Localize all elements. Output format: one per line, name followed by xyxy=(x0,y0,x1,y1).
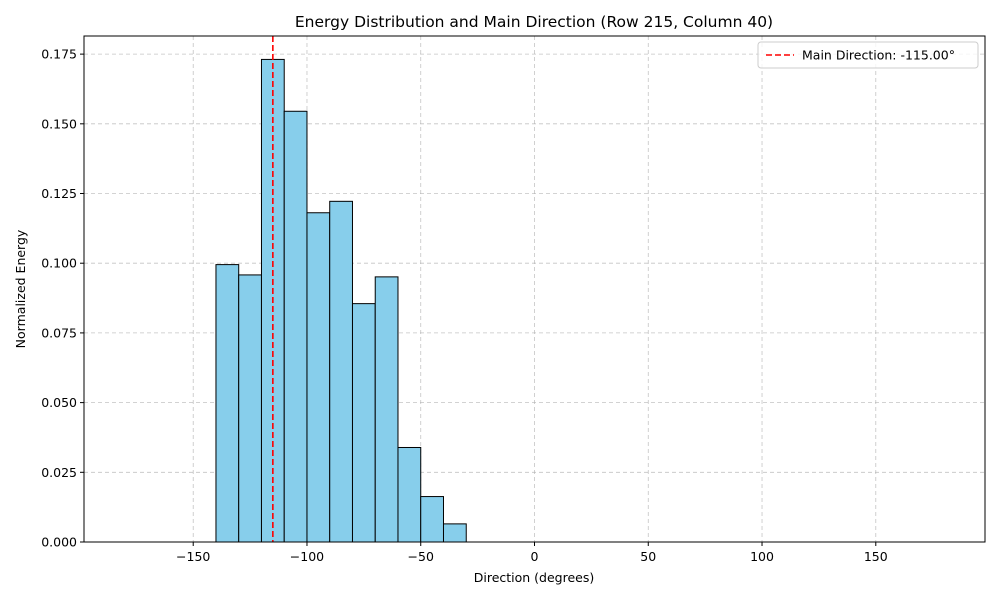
y-tick-label-0: 0.000 xyxy=(41,535,77,550)
y-tick-label-2: 0.050 xyxy=(41,395,77,410)
y-axis-label: Normalized Energy xyxy=(13,229,28,348)
y-tick-label-3: 0.075 xyxy=(41,325,77,340)
y-tick-label-5: 0.125 xyxy=(41,186,77,201)
chart-title: Energy Distribution and Main Direction (… xyxy=(295,13,773,31)
x-axis-label: Direction (degrees) xyxy=(474,570,595,585)
histogram-bars xyxy=(215,58,467,543)
x-tick-label-6: 150 xyxy=(864,549,888,564)
y-tick-label-6: 0.150 xyxy=(41,116,77,131)
y-tick-label-7: 0.175 xyxy=(41,47,77,62)
x-tick-label-1: −100 xyxy=(290,549,324,564)
histogram-bar-9 xyxy=(329,200,353,543)
legend-label-main-direction: Main Direction: -115.00° xyxy=(802,48,955,63)
legend: Main Direction: -115.00° xyxy=(757,41,979,69)
histogram-bar-8 xyxy=(306,212,331,543)
x-tick-label-4: 50 xyxy=(640,549,656,564)
histogram-bar-13 xyxy=(420,496,444,543)
x-tick-label-2: −50 xyxy=(408,549,434,564)
legend-box xyxy=(757,41,979,69)
histogram-bar-4 xyxy=(215,264,240,543)
histogram-bar-11 xyxy=(374,276,399,543)
histogram-bar-10 xyxy=(351,303,376,543)
ticks: −150 −100 −50 0 50 100 150 0.000 0.025 0.050 0.075… xyxy=(41,47,888,564)
histogram-bar-12 xyxy=(397,446,422,543)
y-tick-label-4: 0.100 xyxy=(41,256,77,271)
histogram-bar-5 xyxy=(238,274,262,543)
x-tick-label-0: −150 xyxy=(176,549,210,564)
x-tick-label-5: 100 xyxy=(750,549,774,564)
histogram-bar-14 xyxy=(442,523,467,543)
histogram-bar-7 xyxy=(283,110,308,543)
x-tick-label-3: 0 xyxy=(531,549,539,564)
y-tick-label-1: 0.025 xyxy=(41,465,77,480)
